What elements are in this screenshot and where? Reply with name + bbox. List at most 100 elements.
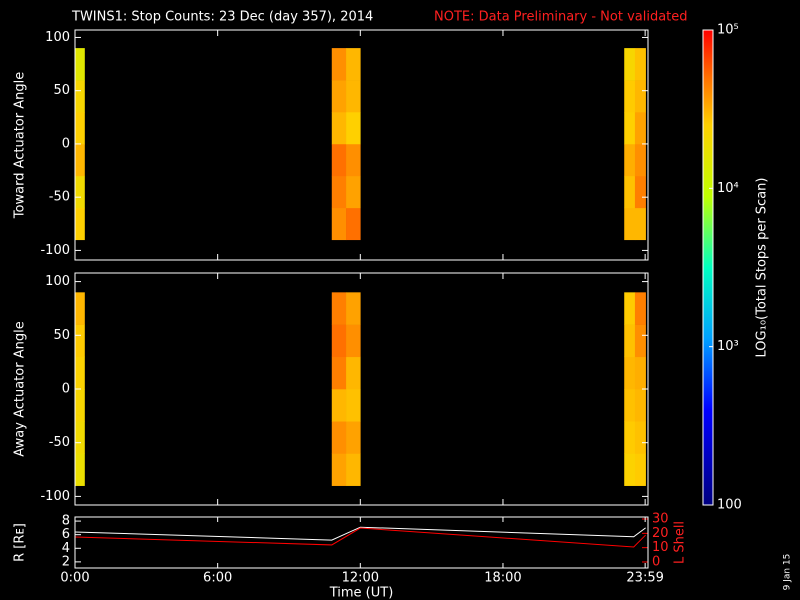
heatmap-cell bbox=[346, 356, 361, 390]
x-tick-label: 12:00 bbox=[342, 571, 379, 586]
heatmap-cell bbox=[624, 207, 636, 241]
colorbar-label: LOG₁₀(Total Stops per Scan) bbox=[755, 178, 770, 358]
heatmap-cell bbox=[331, 356, 347, 390]
colorbar-tick-label: 10⁵ bbox=[717, 23, 739, 38]
plot-background bbox=[75, 30, 648, 260]
y-tick-label: 50 bbox=[53, 328, 70, 343]
x-tick-label: 0:00 bbox=[60, 571, 89, 586]
heatmap-cell bbox=[634, 48, 646, 81]
heatmap-cell bbox=[75, 175, 85, 209]
series-line bbox=[74, 526, 646, 541]
y-tick-label: 100 bbox=[45, 274, 70, 289]
heatmap-cell bbox=[346, 324, 361, 358]
heatmap-cell bbox=[634, 421, 646, 454]
y2-tick-label: 30 bbox=[652, 512, 669, 527]
y-tick-label: 6 bbox=[62, 527, 70, 542]
y-tick-label: -50 bbox=[49, 190, 70, 205]
heatmap-cell bbox=[634, 80, 646, 113]
heatmap-cell bbox=[346, 48, 361, 81]
y-tick-label: 8 bbox=[62, 514, 70, 529]
plot-frame bbox=[74, 29, 649, 261]
y-tick-label: -50 bbox=[49, 435, 70, 450]
heatmap-cell bbox=[331, 453, 347, 486]
heatmap-cell bbox=[634, 356, 646, 390]
y-axis-label: Away Actuator Angle bbox=[13, 321, 28, 456]
heatmap-cell bbox=[624, 453, 636, 486]
heatmap-cell bbox=[331, 48, 347, 81]
y2-tick-label: 20 bbox=[652, 526, 669, 541]
heatmap-cell bbox=[346, 175, 361, 209]
heatmap-cell bbox=[331, 421, 347, 454]
heatmap-cell bbox=[624, 356, 636, 390]
note: NOTE: Data Preliminary - Not validated bbox=[434, 10, 688, 25]
heatmap-cell bbox=[624, 292, 636, 325]
plot-background bbox=[75, 273, 648, 505]
heatmap-cell bbox=[75, 324, 85, 358]
heatmap-cell bbox=[634, 111, 646, 145]
heatmap-cell bbox=[346, 389, 361, 422]
heatmap-cell bbox=[634, 389, 646, 422]
chart-title: TWINS1: Stop Counts: 23 Dec (day 357), 2… bbox=[71, 10, 373, 25]
heatmap-cell bbox=[331, 389, 347, 422]
heatmap-cell bbox=[331, 292, 347, 325]
heatmap-cell bbox=[624, 175, 636, 209]
heatmap-cell bbox=[346, 143, 361, 177]
heatmap-cell bbox=[634, 453, 646, 486]
heatmap-cell bbox=[634, 207, 646, 241]
heatmap-cell bbox=[331, 207, 347, 241]
x-axis-label: Time (UT) bbox=[329, 586, 394, 600]
heatmap-cell bbox=[346, 453, 361, 486]
plot-frame bbox=[74, 516, 649, 569]
y-tick-label: 2 bbox=[62, 554, 70, 569]
heatmap-cell bbox=[75, 453, 85, 486]
heatmap-cell bbox=[624, 421, 636, 454]
heatmap-cell bbox=[624, 324, 636, 358]
y-tick-label: 0 bbox=[62, 136, 70, 151]
y-tick-label: 50 bbox=[53, 83, 70, 98]
y-axis-label: R [Rᴇ] bbox=[13, 523, 28, 562]
heatmap-cell bbox=[346, 421, 361, 454]
heatmap-cell bbox=[75, 207, 85, 241]
heatmap-cell bbox=[346, 80, 361, 113]
heatmap-cell bbox=[624, 80, 636, 113]
y2-tick-label: 0 bbox=[652, 554, 660, 569]
heatmap-cell bbox=[624, 143, 636, 177]
colorbar-tick-label: 10⁴ bbox=[717, 181, 739, 196]
heatmap-cell bbox=[331, 143, 347, 177]
heatmap-cell bbox=[75, 389, 85, 422]
y2-tick-label: 10 bbox=[652, 540, 669, 555]
colorbar bbox=[702, 29, 714, 506]
heatmap-cell bbox=[75, 48, 85, 81]
x-tick-label: 6:00 bbox=[203, 571, 232, 586]
heatmap-cell bbox=[624, 48, 636, 81]
colorbar-tick-label: 10³ bbox=[717, 339, 739, 354]
y-tick-label: -100 bbox=[40, 489, 70, 504]
y-tick-label: -100 bbox=[40, 243, 70, 258]
heatmap-cell bbox=[624, 111, 636, 145]
heatmap-cell bbox=[75, 143, 85, 177]
series-line bbox=[74, 527, 646, 548]
y-tick-label: 100 bbox=[45, 30, 70, 45]
heatmap-cell bbox=[346, 111, 361, 145]
heatmap-cell bbox=[634, 175, 646, 209]
heatmap-cell bbox=[75, 111, 85, 145]
heatmap-cell bbox=[331, 175, 347, 209]
heatmap-cell bbox=[75, 292, 85, 325]
heatmap-cell bbox=[331, 111, 347, 145]
heatmap-cell bbox=[634, 143, 646, 177]
x-tick-label: 18:00 bbox=[484, 571, 521, 586]
heatmap-cell bbox=[75, 421, 85, 454]
heatmap-cell bbox=[331, 324, 347, 358]
y-axis-label: Toward Actuator Angle bbox=[13, 72, 28, 219]
y2-axis-label: L Shell bbox=[673, 521, 688, 564]
heatmap-cell bbox=[624, 389, 636, 422]
date-stamp: 9 Jan 15 bbox=[783, 554, 793, 591]
heatmap-cell bbox=[346, 207, 361, 241]
heatmap-cell bbox=[634, 324, 646, 358]
heatmap-cell bbox=[75, 80, 85, 113]
colorbar-tick-label: 100 bbox=[717, 498, 742, 513]
x-tick-label: 23:59 bbox=[626, 571, 663, 586]
heatmap-cell bbox=[346, 292, 361, 325]
